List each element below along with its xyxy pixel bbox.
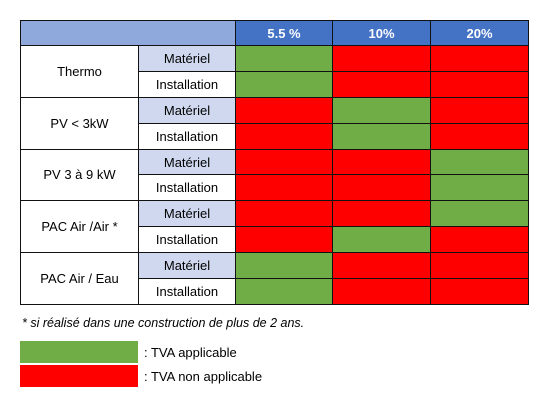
legend-applicable: : TVA applicable	[20, 341, 237, 363]
legend-label-applicable: : TVA applicable	[144, 344, 237, 360]
vat-applicable-cell	[430, 174, 529, 202]
row-type-label: Installation	[138, 174, 236, 202]
table-row: Thermo Matériel	[20, 45, 529, 98]
footnote: * si réalisé dans une construction de pl…	[22, 316, 305, 330]
vat-applicable-cell	[235, 252, 333, 280]
vat-applicable-cell	[332, 96, 431, 124]
rate-header-10: 10%	[332, 20, 431, 46]
vat-not-applicable-cell	[332, 45, 431, 72]
table-row: Installation	[21, 226, 529, 254]
vat-not-applicable-cell	[430, 45, 529, 72]
table-row: Installation	[21, 122, 529, 150]
legend-non-applicable: : TVA non applicable	[20, 365, 262, 387]
vat-not-applicable-cell	[235, 96, 333, 124]
table-row: PAC Air / Eau Matériel	[20, 252, 529, 305]
vat-applicable-cell	[235, 278, 333, 305]
vat-not-applicable-cell	[332, 148, 431, 176]
row-type-label: Installation	[138, 122, 236, 150]
vat-not-applicable-cell	[235, 226, 333, 254]
table-row: PAC Air /Air * Matériel	[20, 200, 529, 254]
table-row: PV < 3kW Matériel	[20, 96, 529, 150]
rate-header-20: 20%	[430, 20, 529, 46]
row-type-label: Matériel	[138, 96, 236, 124]
vat-not-applicable-cell	[332, 252, 431, 280]
header-row: 5.5 % 10% 20%	[20, 20, 529, 46]
row-type-label: Matériel	[138, 200, 236, 228]
vat-not-applicable-cell	[430, 278, 529, 305]
vat-not-applicable-cell	[332, 174, 431, 202]
vat-not-applicable-cell	[430, 70, 529, 98]
vat-not-applicable-cell	[332, 200, 431, 228]
legend-label-non-applicable: : TVA non applicable	[144, 368, 263, 384]
row-type-label: Installation	[138, 226, 236, 254]
row-type-label: Matériel	[138, 252, 236, 280]
device-label: PV 3 à 9 kW	[20, 148, 139, 202]
vat-not-applicable-cell	[235, 148, 333, 176]
header-corner	[20, 20, 236, 46]
rate-header-5-5: 5.5 %	[235, 20, 333, 46]
vat-not-applicable-cell	[235, 174, 333, 202]
table-row: Installation	[21, 174, 529, 202]
row-type-label: Installation	[138, 278, 236, 305]
vat-rate-table: 5.5 % 10% 20% Thermo Matériel Installation…	[20, 20, 529, 314]
device-label: Thermo	[20, 45, 139, 98]
vat-not-applicable-cell	[430, 96, 529, 124]
vat-not-applicable-cell	[430, 252, 529, 280]
row-type-label: Matériel	[138, 148, 236, 176]
vat-applicable-cell	[332, 122, 431, 150]
vat-not-applicable-cell	[235, 122, 333, 150]
vat-applicable-cell	[235, 70, 333, 98]
vat-applicable-cell	[430, 148, 529, 176]
vat-applicable-cell	[235, 45, 333, 72]
vat-applicable-cell	[332, 226, 431, 254]
device-label: PAC Air /Air *	[20, 200, 139, 254]
device-label: PV < 3kW	[20, 96, 139, 150]
vat-not-applicable-cell	[430, 226, 529, 254]
vat-applicable-cell	[430, 200, 529, 228]
table-row: PV 3 à 9 kW Matériel	[20, 148, 529, 202]
vat-not-applicable-cell	[235, 200, 333, 228]
vat-not-applicable-cell	[332, 278, 431, 305]
legend-swatch-green	[20, 341, 138, 363]
vat-not-applicable-cell	[430, 122, 529, 150]
device-label: PAC Air / Eau	[20, 252, 139, 305]
vat-not-applicable-cell	[332, 70, 431, 98]
table-row: Installation	[21, 278, 529, 305]
row-type-label: Installation	[138, 70, 236, 98]
table-row: Installation	[21, 70, 529, 98]
row-type-label: Matériel	[138, 45, 236, 72]
legend-swatch-red	[20, 365, 138, 387]
